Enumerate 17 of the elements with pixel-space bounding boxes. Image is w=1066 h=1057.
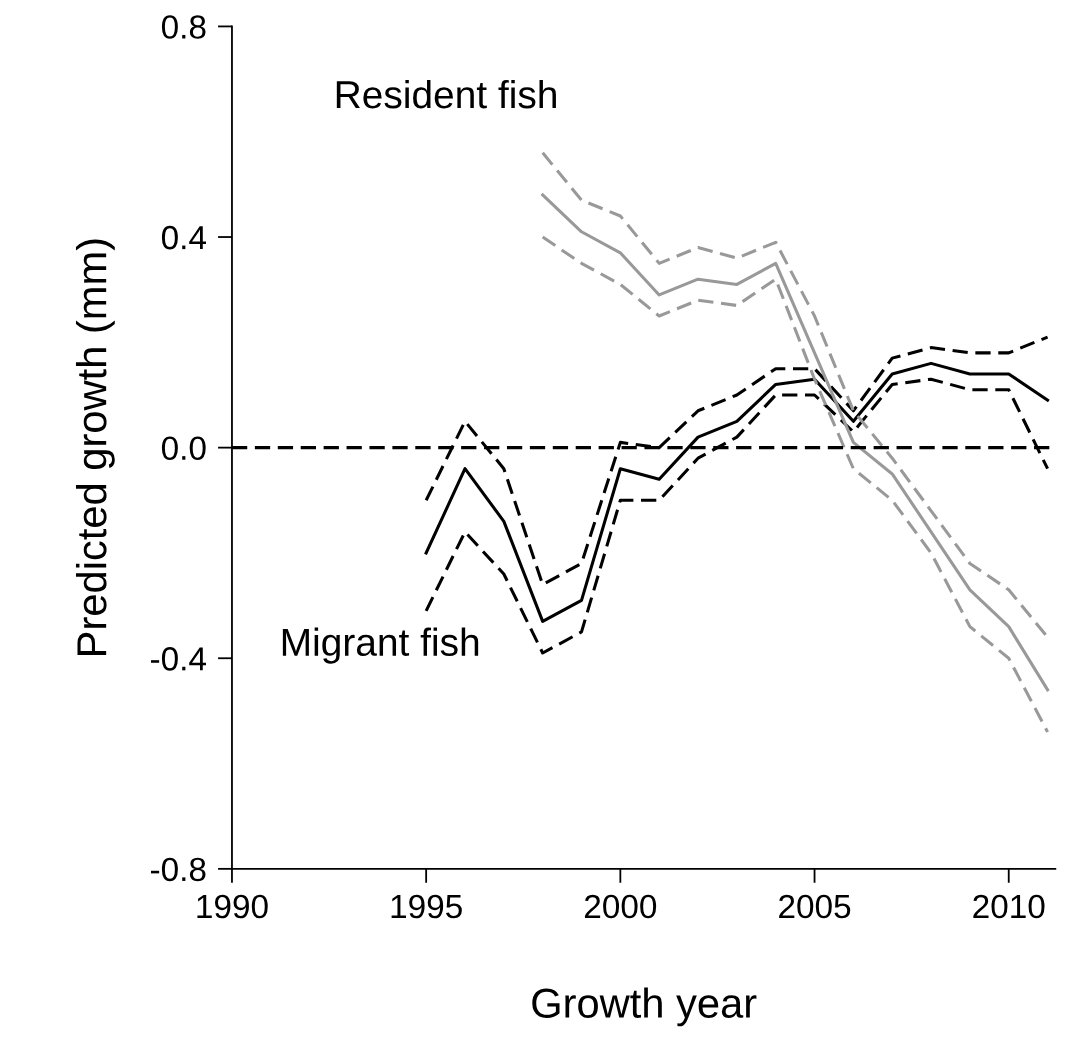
- line-series: [541, 235, 1050, 734]
- line-series: [541, 193, 1050, 692]
- x-axis-title: Growth year: [532, 987, 757, 1027]
- y-tick-label: -0.4: [151, 647, 206, 671]
- annotation: Migrant fish: [282, 627, 479, 664]
- y-tick-label: 0.4: [161, 225, 206, 250]
- x-tick-label: 2000: [584, 894, 657, 919]
- x-tick-label: 2005: [779, 894, 851, 919]
- line-series: [541, 151, 1050, 639]
- x-tick-label: 2010: [973, 894, 1045, 919]
- y-tick-label: 0.8: [161, 15, 206, 39]
- x-tick-label: 1990: [197, 894, 268, 919]
- annotation: Resident fish: [336, 79, 556, 109]
- x-tick-label: 1995: [391, 894, 462, 919]
- y-axis-title: Predicted growth (mm): [75, 239, 115, 655]
- y-tick-label: 0.0: [161, 436, 206, 461]
- y-tick-label: -0.8: [151, 857, 206, 882]
